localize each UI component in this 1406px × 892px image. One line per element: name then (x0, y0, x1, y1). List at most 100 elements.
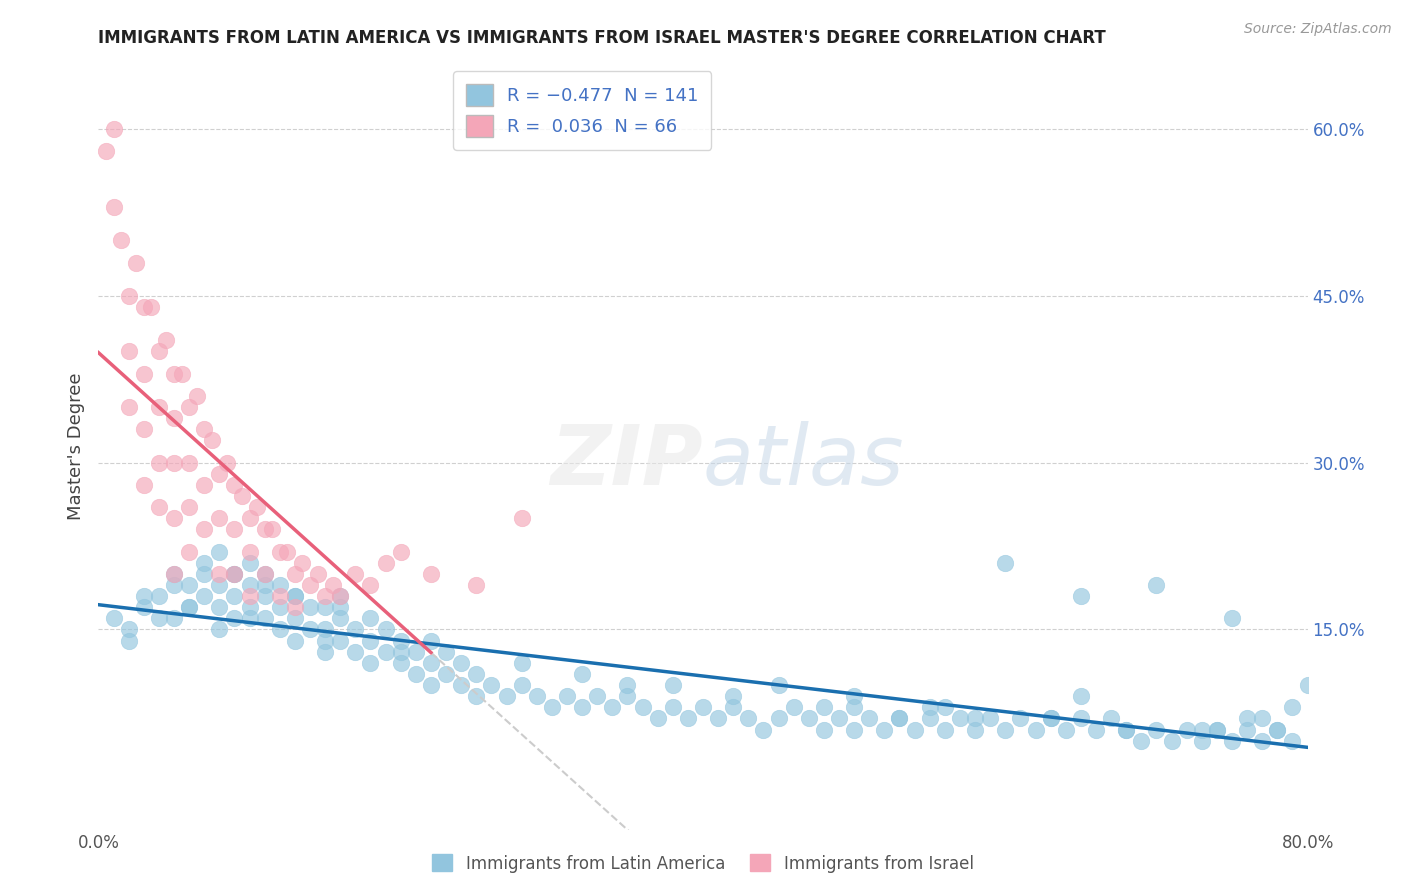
Point (965, 723, 987, 737)
Point (344, 566, 367, 581)
Point (631, 700, 654, 714)
Point (1175, 723, 1198, 737)
Point (94, 145, 117, 159)
Point (179, 600, 201, 615)
Text: Source: ZipAtlas.com: Source: ZipAtlas.com (1244, 22, 1392, 37)
Point (1267, 723, 1289, 737)
Point (495, 689, 517, 703)
Y-axis label: Master's Degree: Master's Degree (66, 372, 84, 520)
Point (276, 544, 298, 558)
Point (132, 478, 155, 492)
Point (148, 400, 170, 414)
Point (465, 667, 488, 681)
Point (813, 723, 835, 737)
Point (329, 611, 352, 625)
Point (434, 645, 457, 659)
Point (1054, 723, 1077, 737)
Point (707, 711, 730, 725)
Point (224, 611, 246, 625)
Point (661, 700, 683, 714)
Point (329, 633, 352, 648)
Point (344, 623, 367, 637)
Point (360, 611, 382, 625)
Point (179, 400, 201, 414)
Point (148, 611, 170, 625)
Point (844, 700, 866, 714)
Point (510, 678, 533, 692)
Point (186, 389, 208, 403)
Point (322, 578, 344, 592)
Point (918, 711, 941, 725)
Point (934, 700, 956, 714)
Point (1039, 711, 1062, 725)
Point (329, 600, 352, 615)
Point (465, 689, 488, 703)
Point (224, 589, 246, 603)
Point (239, 544, 262, 558)
Point (510, 511, 533, 525)
Point (586, 689, 609, 703)
Point (179, 500, 201, 515)
Point (155, 334, 177, 348)
Point (224, 478, 246, 492)
Point (1251, 733, 1274, 747)
Point (1070, 589, 1092, 603)
Point (110, 233, 132, 247)
Point (737, 711, 759, 725)
Point (307, 566, 329, 581)
Point (246, 500, 269, 515)
Point (1281, 733, 1303, 747)
Point (450, 656, 472, 670)
Point (284, 600, 307, 615)
Point (389, 544, 412, 558)
Point (571, 700, 593, 714)
Point (253, 522, 276, 536)
Point (1206, 723, 1229, 737)
Point (163, 411, 186, 425)
Point (163, 367, 186, 381)
Point (360, 578, 382, 592)
Point (163, 456, 186, 470)
Point (1251, 711, 1274, 725)
Point (828, 711, 851, 725)
Point (208, 566, 231, 581)
Point (481, 678, 503, 692)
Point (813, 700, 835, 714)
Point (231, 489, 253, 503)
Point (208, 467, 231, 481)
Point (616, 689, 638, 703)
Point (118, 289, 141, 303)
Point (148, 500, 170, 515)
Point (344, 645, 367, 659)
Point (253, 566, 276, 581)
Point (602, 700, 624, 714)
Point (125, 255, 148, 269)
Point (526, 689, 548, 703)
Point (1039, 711, 1062, 725)
Point (768, 711, 790, 725)
Point (163, 578, 186, 592)
Point (1070, 689, 1092, 703)
Text: atlas: atlas (703, 421, 904, 502)
Point (239, 600, 262, 615)
Point (148, 589, 170, 603)
Point (269, 578, 291, 592)
Point (284, 633, 307, 648)
Point (179, 456, 201, 470)
Point (374, 556, 396, 570)
Point (1206, 723, 1229, 737)
Text: ZIP: ZIP (550, 421, 703, 502)
Point (132, 589, 155, 603)
Point (844, 723, 866, 737)
Point (360, 656, 382, 670)
Point (1085, 723, 1108, 737)
Point (103, 122, 125, 136)
Point (224, 522, 246, 536)
Point (253, 566, 276, 581)
Point (949, 711, 972, 725)
Point (193, 556, 215, 570)
Point (284, 566, 307, 581)
Point (291, 556, 314, 570)
Point (201, 434, 224, 448)
Point (1236, 711, 1258, 725)
